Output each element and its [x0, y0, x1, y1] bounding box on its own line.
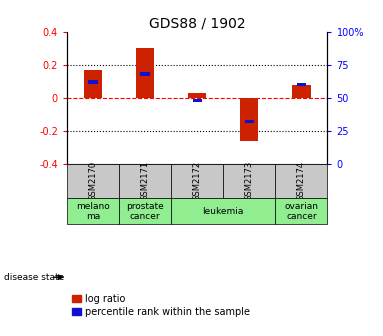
Text: GSM2172: GSM2172 — [193, 161, 202, 201]
Bar — [67, 164, 119, 199]
Legend: log ratio, percentile rank within the sample: log ratio, percentile rank within the sa… — [72, 294, 250, 317]
Bar — [193, 99, 202, 102]
Bar — [275, 199, 327, 224]
Text: ovarian
cancer: ovarian cancer — [285, 202, 318, 221]
Bar — [188, 93, 206, 98]
Bar — [88, 80, 98, 84]
Bar — [119, 164, 171, 199]
Text: leukemia: leukemia — [203, 207, 244, 216]
Bar — [171, 164, 223, 199]
Text: disease state: disease state — [4, 273, 64, 282]
Bar — [141, 72, 150, 76]
Text: melano
ma: melano ma — [76, 202, 110, 221]
Bar — [67, 199, 119, 224]
Bar — [275, 164, 327, 199]
Bar — [136, 48, 154, 98]
Bar — [171, 199, 275, 224]
Title: GDS88 / 1902: GDS88 / 1902 — [149, 17, 246, 31]
Text: GSM2174: GSM2174 — [297, 161, 306, 201]
Bar — [240, 98, 259, 141]
Text: GSM2170: GSM2170 — [88, 161, 98, 201]
Bar — [292, 85, 311, 98]
Bar — [119, 199, 171, 224]
Bar — [297, 83, 306, 86]
Bar — [84, 70, 102, 98]
Text: GSM2171: GSM2171 — [141, 161, 150, 201]
Text: GSM2173: GSM2173 — [245, 161, 254, 201]
Text: prostate
cancer: prostate cancer — [126, 202, 164, 221]
Bar — [245, 120, 254, 123]
Bar — [223, 164, 275, 199]
